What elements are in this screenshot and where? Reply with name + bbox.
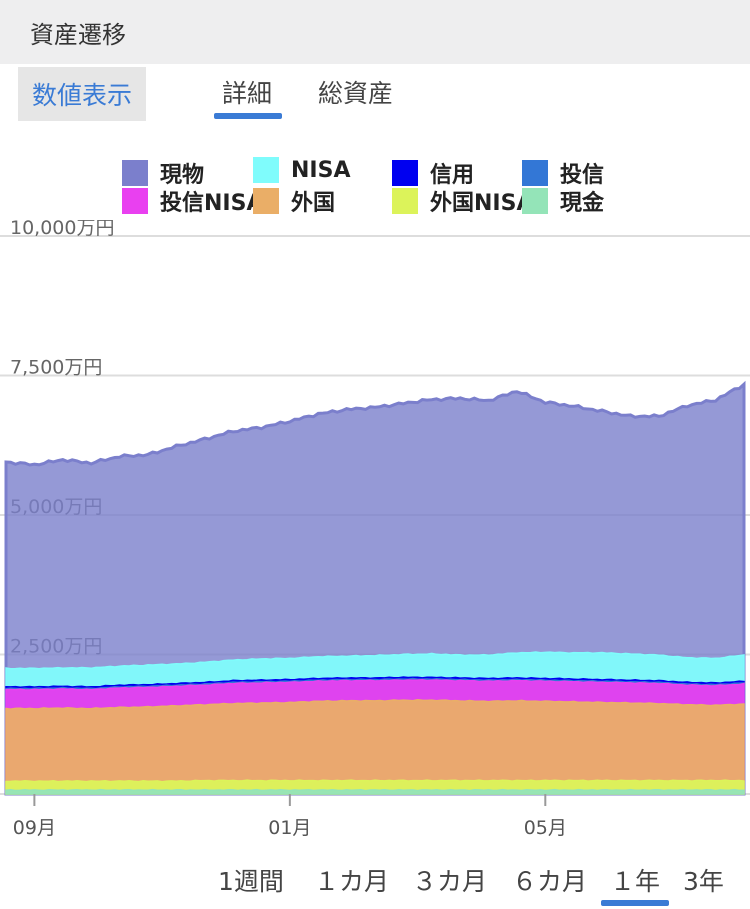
legend-swatch	[122, 160, 148, 186]
legend-item: 現金	[522, 185, 604, 217]
y-tick-label: 7,500万円	[10, 357, 102, 379]
legend-label: 投信	[560, 163, 605, 188]
legend-swatch	[122, 188, 148, 214]
tab-detail[interactable]: 詳細	[222, 79, 273, 108]
legend-swatch	[522, 188, 548, 214]
legend-item: 投信	[522, 157, 604, 189]
page-title: 資産遷移	[30, 20, 126, 49]
legend-label: NISA	[291, 157, 351, 183]
legend-item: NISA	[253, 157, 350, 183]
legend-item: 信用	[392, 157, 474, 189]
legend-swatch	[522, 160, 548, 186]
stacked-area-chart: 0万円2,500万円5,000万円7,500万円10,000万円09月01月05…	[0, 220, 750, 839]
legend-label: 現物	[160, 163, 205, 188]
time-range-selector: 1週間 １カ月 ３カ月 ６カ月 １年 3年	[0, 858, 750, 908]
legend-label: 外国NISA	[430, 191, 534, 216]
legend-swatch	[392, 188, 418, 214]
range-1-month[interactable]: １カ月	[314, 867, 390, 896]
range-1-year[interactable]: １年	[610, 867, 661, 896]
legend-swatch	[392, 160, 418, 186]
legend-item: 外国NISA	[392, 185, 533, 217]
y-tick-label: 10,000万円	[10, 220, 114, 239]
x-tick-label: 09月	[13, 817, 56, 839]
legend-item: 現物	[122, 157, 204, 189]
active-range-indicator	[601, 900, 669, 906]
legend-label: 現金	[560, 191, 605, 216]
range-1-week[interactable]: 1週間	[218, 867, 284, 896]
legend-swatch	[253, 157, 279, 183]
range-3-months[interactable]: ３カ月	[412, 867, 488, 896]
legend-label: 投信NISA	[160, 191, 264, 216]
tab-total-assets[interactable]: 総資産	[318, 79, 394, 108]
range-6-months[interactable]: ６カ月	[512, 867, 588, 896]
x-tick-label: 05月	[524, 817, 567, 839]
chart-legend: 現物 NISA 信用 投信投信NISA 外国 外国NISA 現金	[0, 155, 750, 217]
active-tab-indicator	[214, 113, 282, 119]
legend-swatch	[253, 188, 279, 214]
legend-label: 外国	[291, 191, 336, 216]
series-area	[5, 699, 745, 795]
x-tick-label: 01月	[268, 817, 311, 839]
numeric-display-button[interactable]: 数値表示	[18, 67, 146, 121]
legend-label: 信用	[430, 163, 475, 188]
header-bar: 資産遷移	[0, 0, 750, 64]
legend-item: 投信NISA	[122, 185, 263, 217]
legend-item: 外国	[253, 185, 335, 217]
range-3-years[interactable]: 3年	[683, 867, 724, 896]
series-area	[5, 788, 745, 795]
